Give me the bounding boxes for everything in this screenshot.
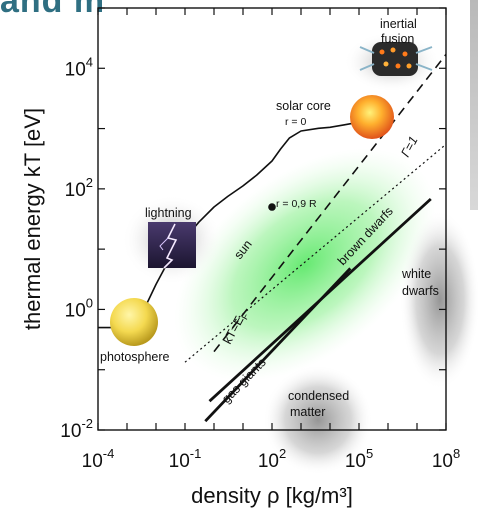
label-fusion: fusion [381,32,414,46]
label-condensed: condensed [288,389,349,403]
series-line-1 [184,143,446,363]
lightning-image-icon [148,222,196,269]
label-lightning: lightning [145,206,192,220]
y-tick-label: 10-2 [60,416,93,442]
label-solar-core: solar core [276,99,331,113]
y-tick-label: 104 [65,54,93,80]
label-kt-ef-sub: F [239,311,251,321]
condensed-matter-blob [263,365,373,475]
label-gamma: Γ=1 [398,134,420,159]
sun-sphere-icon [110,298,158,346]
x-axis-title: density ρ [kg/m³] [191,483,353,508]
white-dwarf-blob [400,210,478,390]
adjacent-image-strip [470,0,478,210]
label-matter: matter [290,405,325,419]
label-photosphere: photosphere [100,350,170,364]
x-tick-label: 10-4 [82,446,115,472]
label-inertial: inertial [380,17,417,31]
x-tick-label: 105 [345,446,373,472]
label-white: white [401,267,431,281]
axis-ticks [97,7,447,431]
y-tick-label: 100 [65,295,93,321]
label-dwarfs: dwarfs [402,284,439,298]
label-r09: r = 0,9 R [276,198,317,210]
chart-markers [268,203,276,211]
x-tick-label: 108 [432,446,460,472]
series-line-kt-e-f [213,53,446,353]
y-axis-title: thermal energy kT [eV] [20,108,45,330]
label-solar-core-r: r = 0 [285,116,306,128]
y-tick-label: 102 [65,175,93,201]
inertial-fusion-target-icon [359,42,433,76]
series-line-gas-giants [204,267,352,423]
x-tick-label: 10-1 [169,446,202,472]
cropped-heading: and m [0,0,106,20]
x-tick-label: 102 [258,446,286,472]
axis-tick-labels: 10-4 10-1 102 105 108 10-2 100 102 104 [60,54,460,472]
marker-point [268,203,276,211]
solar-core-sphere-icon [350,95,394,139]
